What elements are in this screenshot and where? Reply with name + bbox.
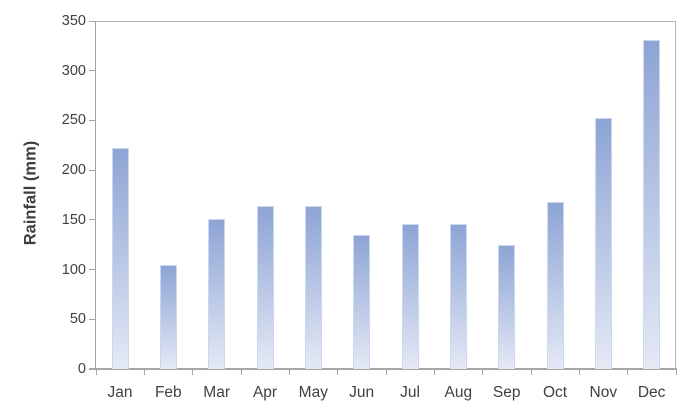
x-axis-tick xyxy=(337,370,339,375)
y-axis-tick-label: 50 xyxy=(69,311,86,328)
y-axis-tick-label: 0 xyxy=(77,361,86,377)
bar-nov xyxy=(595,118,612,369)
x-axis-tick xyxy=(385,370,387,375)
bar-jan xyxy=(111,148,129,369)
x-axis-label-jan: Jan xyxy=(107,384,133,401)
bar-dec xyxy=(643,39,661,369)
y-axis-title: Rainfall (mm) xyxy=(21,140,40,246)
y-axis-tick-label: 350 xyxy=(61,13,86,29)
y-axis-tick-label: 300 xyxy=(61,62,86,79)
y-axis-tick-label: 250 xyxy=(61,112,86,129)
bar-mar xyxy=(208,218,226,369)
y-axis-tick-label: 200 xyxy=(61,162,86,179)
bar-aug xyxy=(450,223,467,369)
x-axis-tick xyxy=(95,370,97,375)
y-axis-line xyxy=(95,21,96,369)
x-axis-label-jun: Jun xyxy=(349,384,375,401)
x-axis-label-apr: Apr xyxy=(252,384,278,401)
y-axis-tick xyxy=(89,169,96,171)
y-axis-tick-label: 100 xyxy=(61,261,86,278)
x-axis-label-mar: Mar xyxy=(203,384,230,401)
bar-jul xyxy=(401,223,419,369)
x-axis-label-oct: Oct xyxy=(542,384,568,401)
x-axis-tick xyxy=(627,370,629,375)
x-axis-label-jul: Jul xyxy=(400,384,420,401)
bar-oct xyxy=(546,201,564,369)
x-axis-tick xyxy=(433,370,435,375)
x-axis-tick xyxy=(530,370,532,375)
x-axis-tick xyxy=(482,370,484,375)
x-axis-tick xyxy=(240,370,242,375)
bar-sep xyxy=(498,244,516,369)
x-axis-label-aug: Aug xyxy=(444,384,473,401)
x-axis-label-nov: Nov xyxy=(589,384,618,401)
x-axis-tick xyxy=(192,370,194,375)
y-axis-tick xyxy=(89,368,96,370)
bar-may xyxy=(305,205,322,369)
bar-apr xyxy=(256,205,274,369)
y-axis-tick xyxy=(89,119,96,121)
plot-area xyxy=(96,21,676,369)
x-axis-tick xyxy=(675,370,677,375)
y-axis-tick-label: 150 xyxy=(61,211,86,228)
x-axis-tick xyxy=(143,370,145,375)
y-axis-tick xyxy=(89,318,96,320)
y-axis-tick xyxy=(89,219,96,221)
x-axis-label-feb: Feb xyxy=(154,384,182,401)
bar-jun xyxy=(353,234,371,369)
x-axis-label-dec: Dec xyxy=(637,384,666,401)
x-axis-label-sep: Sep xyxy=(492,384,521,401)
x-axis-label-may: May xyxy=(298,384,328,401)
y-axis-tick xyxy=(89,269,96,271)
bar-feb xyxy=(160,264,177,369)
x-axis-tick xyxy=(578,370,580,375)
x-axis-line xyxy=(89,368,677,370)
x-axis-tick xyxy=(288,370,290,375)
y-axis-tick xyxy=(89,20,96,22)
y-axis-tick xyxy=(89,70,96,72)
